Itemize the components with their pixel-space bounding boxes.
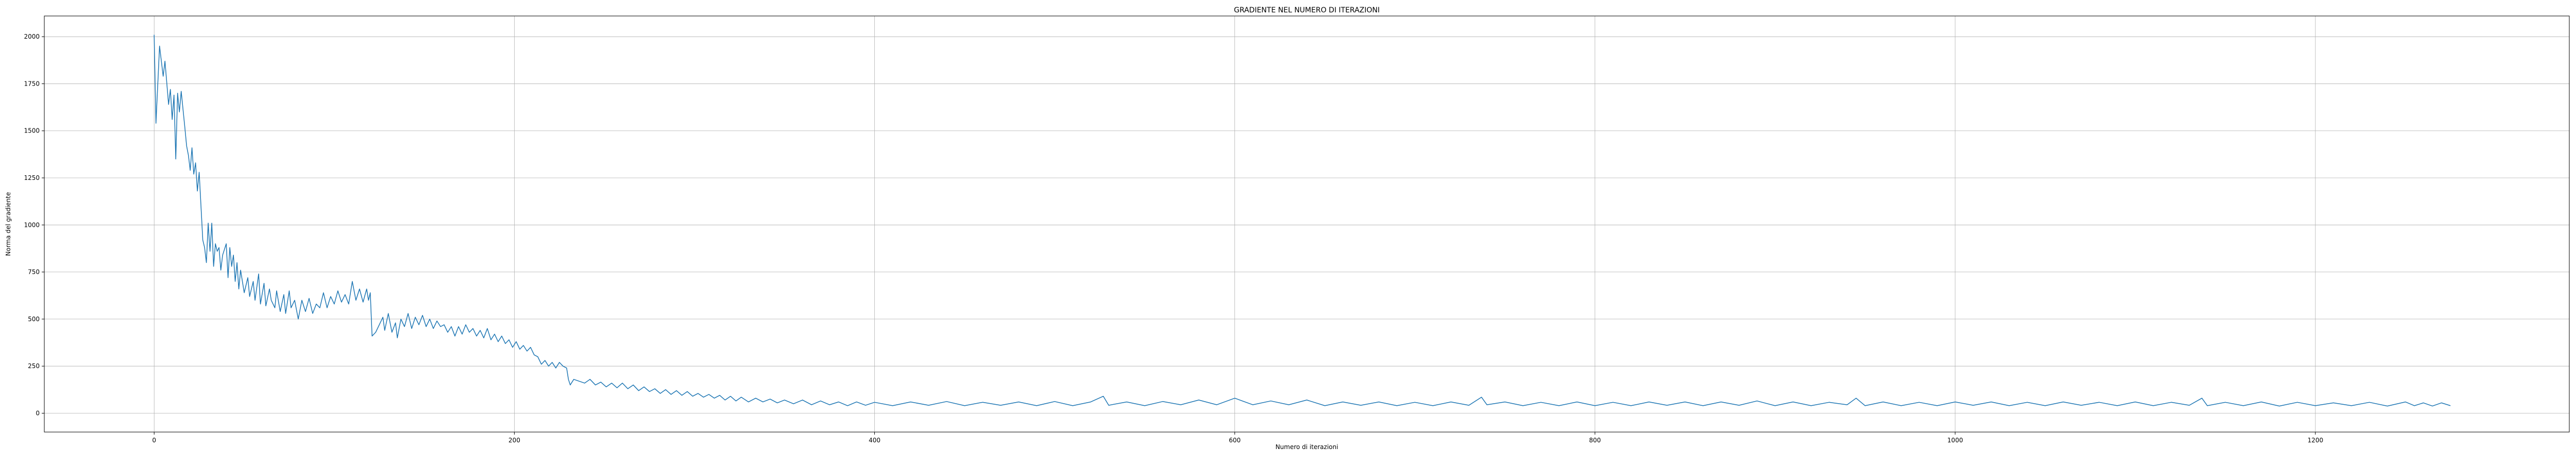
- chart-title: GRADIENTE NEL NUMERO DI ITERAZIONI: [1234, 6, 1380, 14]
- x-axis-label: Numero di iterazioni: [1276, 443, 1338, 451]
- y-tick-label-500: 500: [28, 316, 40, 323]
- y-tick-label-2000: 2000: [24, 33, 40, 40]
- plot-frame: [44, 15, 2570, 433]
- x-tick-label-400: 400: [869, 437, 880, 444]
- grid-lines: [44, 16, 2569, 432]
- x-tick-label-600: 600: [1229, 437, 1241, 444]
- y-tick-label-250: 250: [28, 362, 40, 370]
- x-tick-label-1200: 1200: [2308, 437, 2324, 444]
- y-tick-label-1250: 1250: [24, 174, 40, 181]
- axis-ticks: 0 200 400 600 800 1000 1200 0 250 500 750 1000 1250 1…: [24, 33, 2323, 444]
- x-tick-label-1000: 1000: [1947, 437, 1963, 444]
- series-line-0: [154, 35, 2451, 407]
- y-tick-label-0: 0: [36, 409, 40, 417]
- y-axis-label: Norma del gradiente: [5, 192, 12, 256]
- x-tick-label-800: 800: [1589, 437, 1601, 444]
- y-tick-label-750: 750: [28, 269, 40, 276]
- x-tick-label-200: 200: [509, 437, 520, 444]
- y-tick-label-1750: 1750: [24, 80, 40, 87]
- y-tick-label-1000: 1000: [24, 221, 40, 228]
- x-tick-label-0: 0: [152, 437, 156, 444]
- y-tick-label-1500: 1500: [24, 127, 40, 135]
- series-group: [154, 35, 2451, 407]
